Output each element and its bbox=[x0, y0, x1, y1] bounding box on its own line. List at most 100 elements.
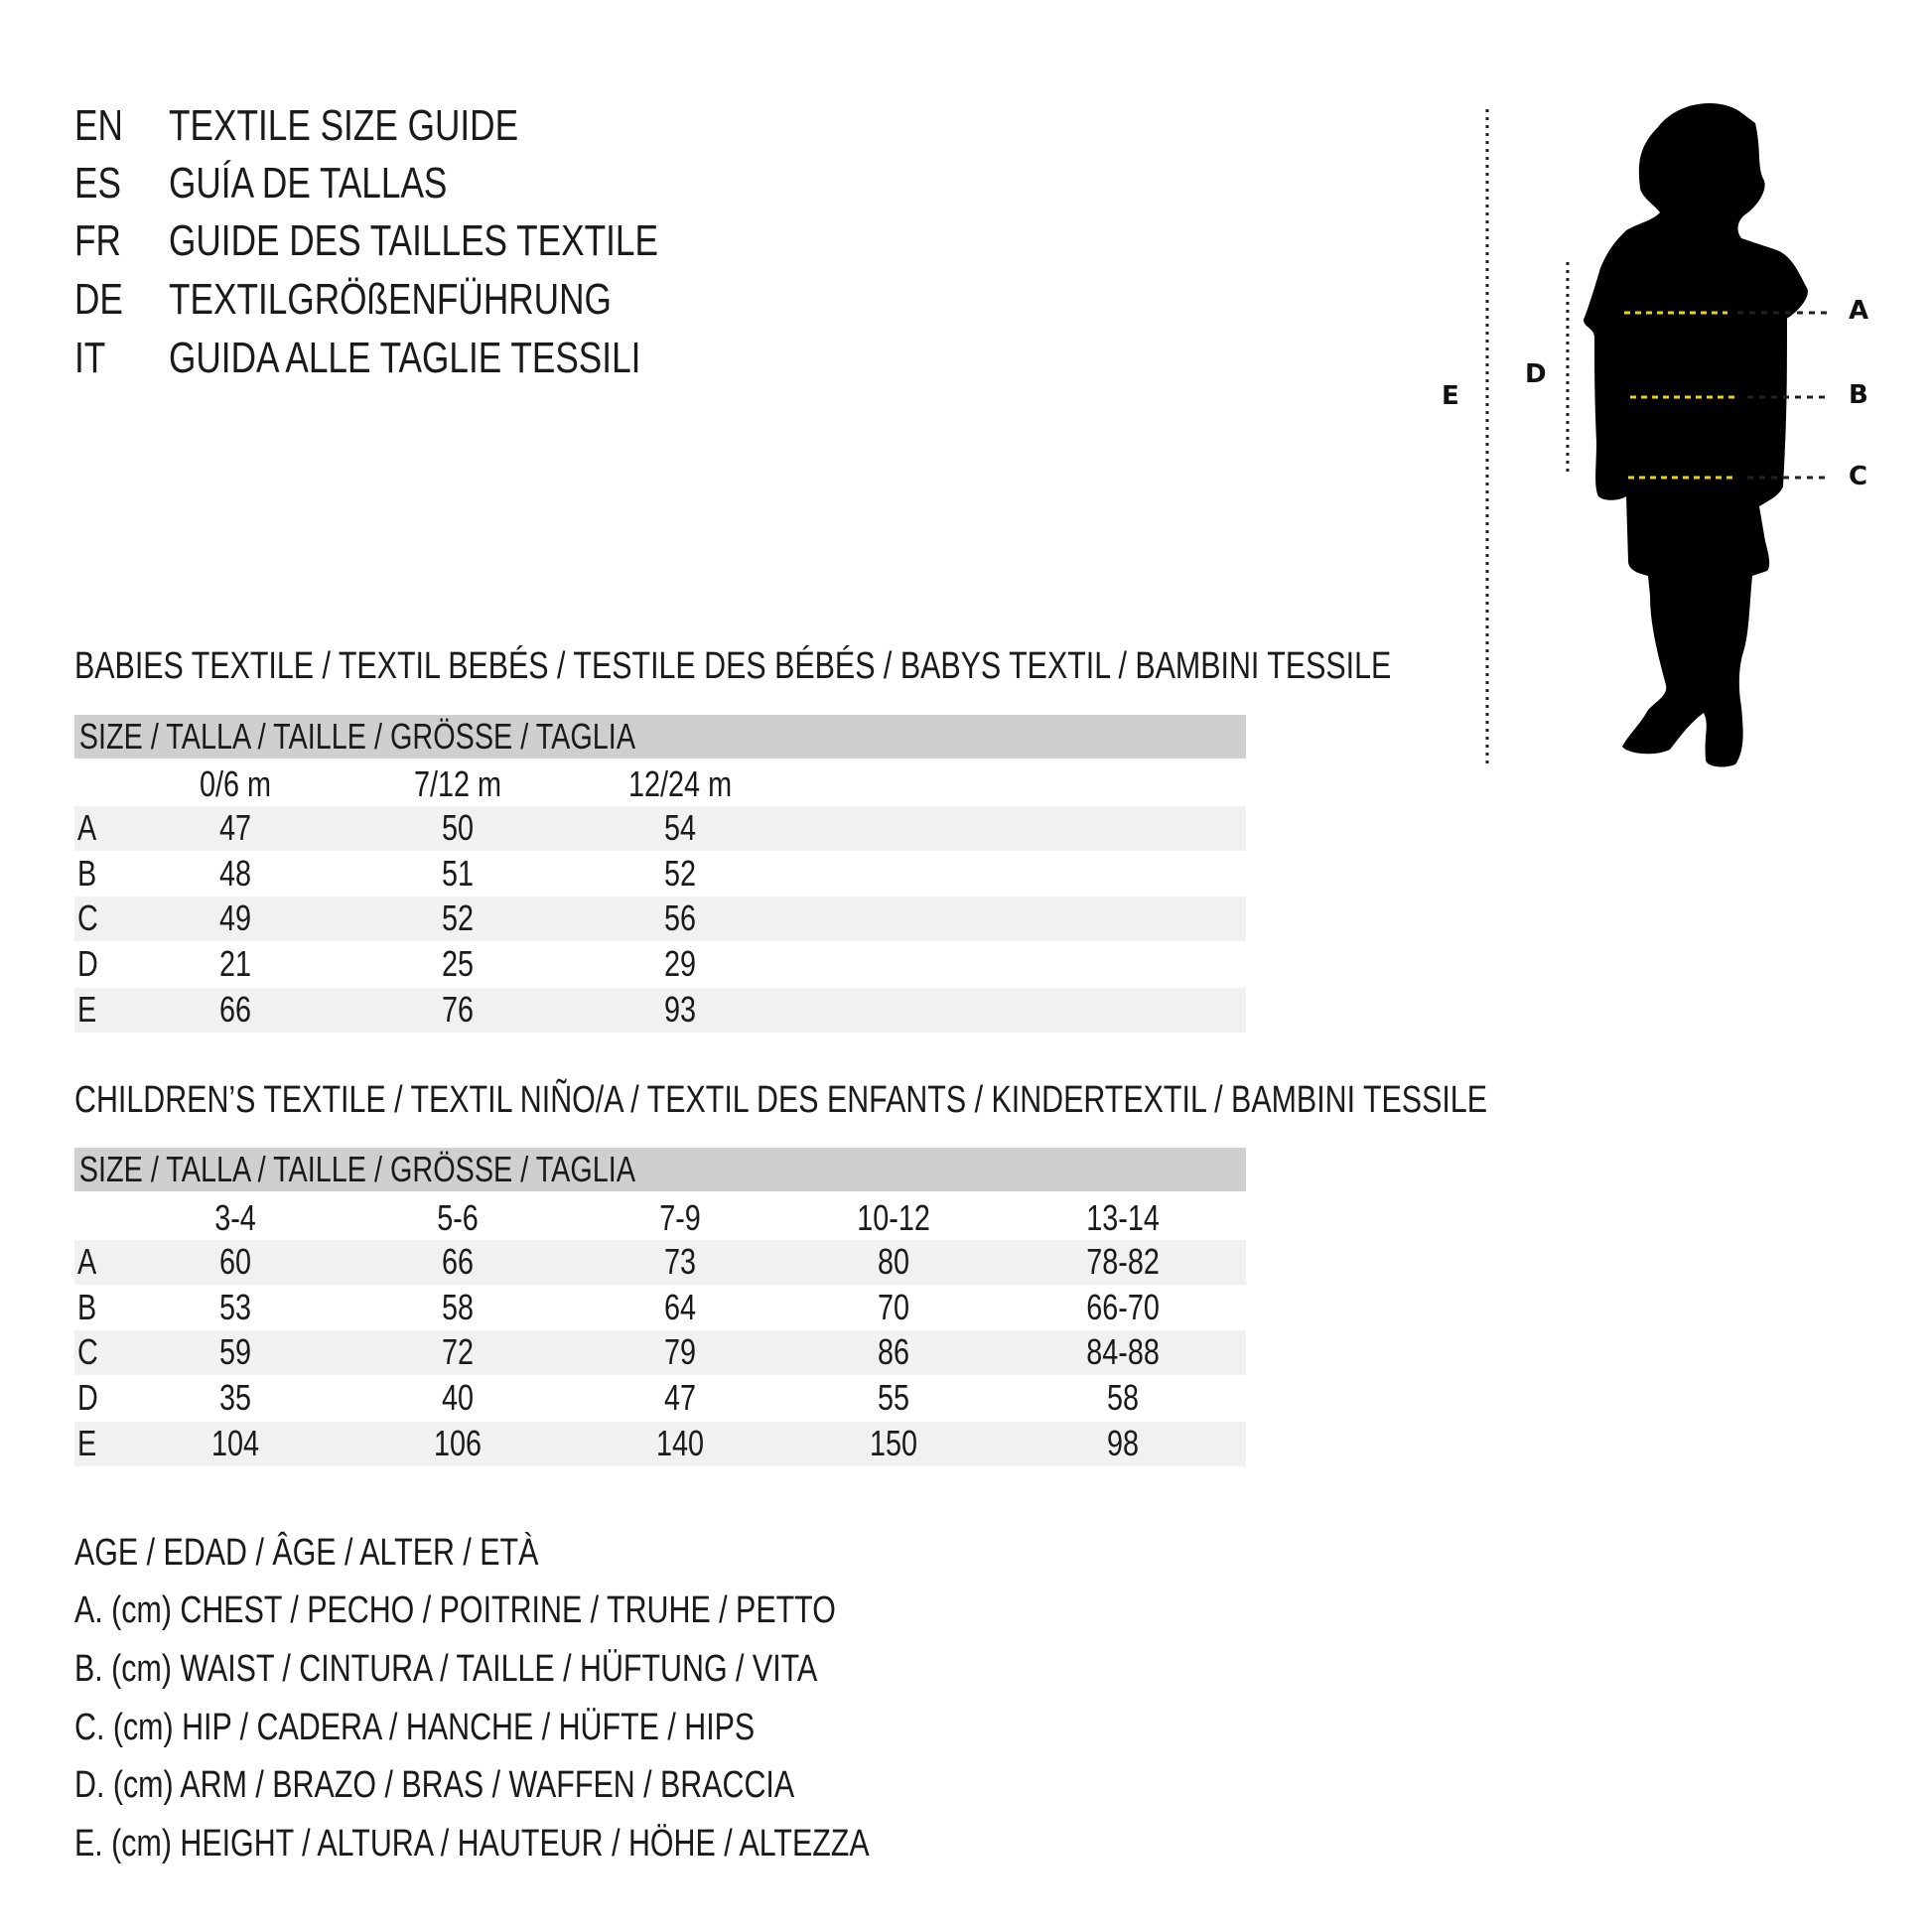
children-cell: 106 bbox=[358, 1422, 557, 1465]
label-E: E bbox=[1442, 381, 1459, 411]
babies-column-header: 7/12 m bbox=[358, 762, 557, 806]
children-cell-text: 55 bbox=[877, 1377, 910, 1419]
babies-cell-text: 50 bbox=[441, 807, 475, 848]
babies-row-label-text: D bbox=[77, 943, 98, 985]
babies-cell: 47 bbox=[136, 806, 335, 850]
children-cell: 60 bbox=[136, 1240, 335, 1284]
babies-column-header: 12/24 m bbox=[581, 762, 779, 806]
title-lang-code-text: IT bbox=[74, 334, 106, 382]
children-cell: 70 bbox=[794, 1286, 993, 1329]
children-row-label: A bbox=[77, 1240, 101, 1284]
babies-cell: 54 bbox=[581, 806, 779, 850]
children-size-header-text: SIZE / TALLA / TAILLE / GRÖSSE / TAGLIA bbox=[78, 1149, 636, 1189]
babies-cell-text: 48 bbox=[218, 852, 252, 894]
title-lang-code: EN bbox=[74, 101, 135, 151]
babies-cell-text: 52 bbox=[441, 897, 475, 939]
children-cell: 58 bbox=[1024, 1376, 1222, 1420]
children-cell: 73 bbox=[581, 1240, 779, 1284]
children-cell-text: 64 bbox=[663, 1286, 697, 1327]
children-cell-text: 73 bbox=[663, 1241, 697, 1282]
babies-row-label: C bbox=[77, 897, 103, 940]
babies-column-header-text: 7/12 m bbox=[413, 763, 502, 804]
legend-item-text: C. (cm) HIP / CADERA / HANCHE / HÜFTE / … bbox=[74, 1707, 756, 1748]
children-cell-text: 59 bbox=[218, 1331, 252, 1373]
legend-item-text: D. (cm) ARM / BRAZO / BRAS / WAFFEN / BR… bbox=[74, 1764, 795, 1806]
children-column-header-text: 13-14 bbox=[1086, 1197, 1160, 1238]
children-row-band bbox=[74, 1421, 1246, 1466]
babies-cell-text: 93 bbox=[663, 988, 697, 1030]
children-heading-text: CHILDREN’S TEXTILE / TEXTIL NIÑO/A / TEX… bbox=[74, 1079, 1487, 1121]
title-text-text: GUIDE DES TAILLES TEXTILE bbox=[169, 216, 658, 265]
title-text-text: GUÍA DE TALLAS bbox=[169, 159, 448, 207]
children-row-label: D bbox=[77, 1376, 103, 1420]
babies-column-header-text: 0/6 m bbox=[199, 763, 272, 804]
children-cell-text: 86 bbox=[877, 1331, 910, 1373]
children-cell: 140 bbox=[581, 1422, 779, 1465]
children-cell-text: 79 bbox=[663, 1331, 697, 1373]
title-lang-code-text: FR bbox=[74, 216, 121, 265]
babies-cell-text: 47 bbox=[218, 807, 252, 848]
legend-item: A. (cm) CHEST / PECHO / POITRINE / TRUHE… bbox=[74, 1588, 1027, 1632]
children-column-header-text: 5-6 bbox=[437, 1197, 479, 1238]
children-cell-text: 47 bbox=[663, 1377, 697, 1419]
children-row-label: C bbox=[77, 1330, 103, 1374]
babies-cell: 52 bbox=[581, 852, 779, 896]
children-cell-text: 66 bbox=[441, 1241, 475, 1282]
title-text-text: TEXTILE SIZE GUIDE bbox=[169, 101, 519, 150]
babies-cell: 49 bbox=[136, 897, 335, 940]
children-cell-text: 35 bbox=[218, 1377, 252, 1419]
children-cell-text: 40 bbox=[441, 1377, 475, 1419]
children-cell: 53 bbox=[136, 1286, 335, 1329]
babies-size-header: SIZE / TALLA / TAILLE / GRÖSSE / TAGLIA bbox=[74, 715, 1246, 759]
children-cell: 40 bbox=[358, 1376, 557, 1420]
babies-row-band bbox=[74, 897, 1246, 942]
children-cell: 55 bbox=[794, 1376, 993, 1420]
label-D: D bbox=[1525, 359, 1547, 389]
babies-column-header: 0/6 m bbox=[136, 762, 335, 806]
children-size-header: SIZE / TALLA / TAILLE / GRÖSSE / TAGLIA bbox=[74, 1148, 1246, 1191]
children-cell: 47 bbox=[581, 1376, 779, 1420]
babies-row-label: A bbox=[77, 806, 101, 850]
legend-item: D. (cm) ARM / BRAZO / BRAS / WAFFEN / BR… bbox=[74, 1763, 974, 1807]
title-text: GUIDE DES TAILLES TEXTILE bbox=[169, 216, 780, 266]
children-cell-text: 70 bbox=[877, 1286, 910, 1327]
children-column-header: 13-14 bbox=[1024, 1196, 1222, 1240]
legend-item: E. (cm) HEIGHT / ALTURA / HAUTEUR / HÖHE… bbox=[74, 1822, 1068, 1865]
child-silhouette bbox=[1584, 103, 1808, 767]
children-row-band bbox=[74, 1240, 1246, 1285]
babies-row-label: E bbox=[77, 988, 101, 1032]
title-text: GUÍA DE TALLAS bbox=[169, 159, 517, 208]
children-cell: 58 bbox=[358, 1286, 557, 1329]
babies-cell-text: 54 bbox=[663, 807, 697, 848]
babies-column-header-text: 12/24 m bbox=[627, 763, 733, 804]
children-cell: 86 bbox=[794, 1330, 993, 1374]
legend-item: B. (cm) WAIST / CINTURA / TAILLE / HÜFTU… bbox=[74, 1647, 1003, 1691]
children-column-header: 5-6 bbox=[358, 1196, 557, 1240]
children-cell-text: 66-70 bbox=[1086, 1286, 1160, 1327]
label-C: C bbox=[1849, 462, 1868, 491]
babies-size-header-text: SIZE / TALLA / TAILLE / GRÖSSE / TAGLIA bbox=[78, 716, 636, 757]
babies-row-label-text: C bbox=[77, 897, 98, 939]
children-cell-text: 72 bbox=[441, 1331, 475, 1373]
children-row-label: B bbox=[77, 1286, 101, 1329]
children-row-band bbox=[74, 1330, 1246, 1376]
babies-cell: 93 bbox=[581, 988, 779, 1032]
children-row-label-text: E bbox=[77, 1422, 97, 1463]
title-text-text: TEXTILGRÖßENFÜHRUNG bbox=[169, 275, 612, 324]
babies-cell: 48 bbox=[136, 852, 335, 896]
children-cell: 80 bbox=[794, 1240, 993, 1284]
babies-cell: 21 bbox=[136, 942, 335, 986]
children-cell-text: 98 bbox=[1106, 1422, 1140, 1463]
babies-row-label-text: E bbox=[77, 988, 97, 1030]
children-cell: 98 bbox=[1024, 1422, 1222, 1465]
children-column-header: 3-4 bbox=[136, 1196, 335, 1240]
title-text: TEXTILGRÖßENFÜHRUNG bbox=[169, 275, 722, 325]
title-lang-code-text: DE bbox=[74, 275, 123, 324]
babies-cell: 29 bbox=[581, 942, 779, 986]
children-cell-text: 60 bbox=[218, 1241, 252, 1282]
label-B: B bbox=[1849, 380, 1868, 410]
children-cell: 59 bbox=[136, 1330, 335, 1374]
babies-cell: 52 bbox=[358, 897, 557, 940]
babies-row-band bbox=[74, 806, 1246, 851]
